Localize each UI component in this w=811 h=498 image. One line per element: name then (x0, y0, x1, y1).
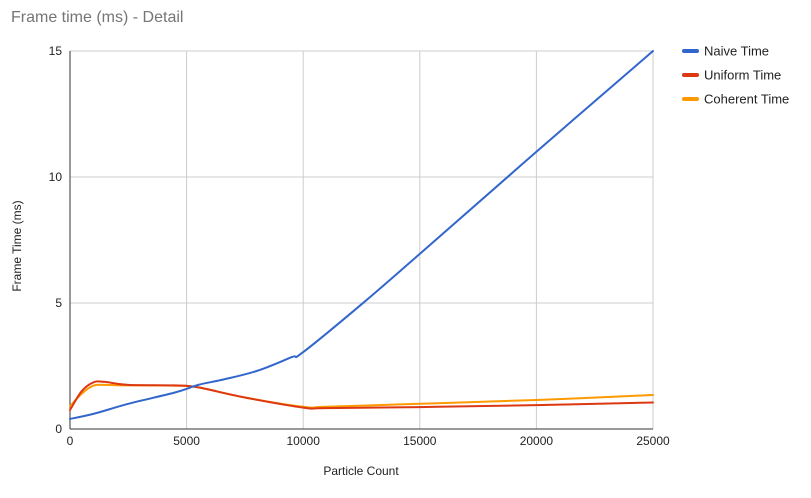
legend-label-uniform-time: Uniform Time (704, 68, 781, 83)
series-lines (69, 50, 654, 420)
y-axis-label: Frame Time (ms) (10, 200, 24, 291)
x-tick-label: 10000 (287, 434, 321, 448)
x-tick-label: 25000 (636, 434, 670, 448)
x-axis-label: Particle Count (323, 464, 399, 478)
y-tick-label: 5 (55, 296, 62, 310)
x-tick-label: 0 (67, 434, 74, 448)
series-line-uniform-time (69, 380, 654, 412)
x-tick-label: 15000 (403, 434, 437, 448)
axes (69, 51, 653, 430)
tick-labels: 0 5000 10000 15000 20000 25000 0 5 10 15 (49, 44, 670, 448)
x-tick-label: 20000 (520, 434, 554, 448)
y-tick-label: 0 (55, 422, 62, 436)
legend-label-naive-time: Naive Time (704, 44, 769, 59)
legend: Naive Time Uniform Time Coherent Time (682, 44, 789, 107)
series-line-naive-time (69, 50, 654, 420)
x-tick-label: 5000 (173, 434, 200, 448)
y-tick-label: 15 (49, 44, 63, 58)
chart-title: Frame time (ms) - Detail (11, 9, 184, 26)
grid-lines (70, 50, 654, 429)
y-tick-label: 10 (49, 170, 63, 184)
legend-label-coherent-time: Coherent Time (704, 92, 789, 107)
